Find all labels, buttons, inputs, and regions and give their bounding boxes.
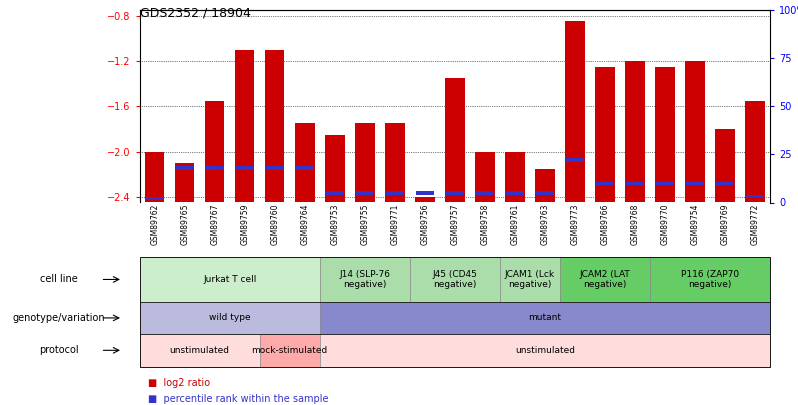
Bar [325,134,345,202]
Bar [715,129,735,202]
Text: genotype/variation: genotype/variation [12,313,105,323]
Bar [686,181,704,185]
Bar [746,195,764,198]
Text: unstimulated: unstimulated [515,346,575,355]
Bar [146,197,164,200]
Text: ■  log2 ratio: ■ log2 ratio [148,378,210,388]
Text: unstimulated: unstimulated [170,346,230,355]
Bar [386,191,404,195]
Bar [476,191,494,195]
Text: P116 (ZAP70
negative): P116 (ZAP70 negative) [681,270,739,289]
Bar [717,181,734,185]
Text: J45 (CD45
negative): J45 (CD45 negative) [433,270,477,289]
Bar [505,151,524,202]
Bar [416,191,433,195]
Bar [745,101,764,202]
Text: JCAM1 (Lck
negative): JCAM1 (Lck negative) [505,270,555,289]
Bar [595,67,614,202]
Bar [236,166,254,170]
Bar [206,166,223,170]
Bar [356,191,373,195]
Bar [506,191,523,195]
Bar [326,191,344,195]
Bar [355,123,374,202]
Bar [536,191,554,195]
Bar [446,191,464,195]
Bar [656,181,674,185]
Text: wild type: wild type [209,313,251,322]
Bar [175,163,195,202]
Text: protocol: protocol [39,345,78,355]
Bar [445,78,464,202]
Bar [385,123,405,202]
Text: JCAM2 (LAT
negative): JCAM2 (LAT negative) [579,270,630,289]
Bar [266,166,283,170]
Bar [565,21,585,202]
Bar [685,61,705,202]
Bar [265,50,285,202]
Bar [626,181,644,185]
Text: mutant: mutant [528,313,562,322]
Bar [145,151,164,202]
Bar [235,50,255,202]
Bar [566,158,583,162]
Bar [475,151,495,202]
Bar [415,197,435,202]
Text: J14 (SLP-76
negative): J14 (SLP-76 negative) [339,270,390,289]
Bar [295,123,314,202]
Text: GDS2352 / 18904: GDS2352 / 18904 [140,6,251,19]
Text: mock-stimulated: mock-stimulated [251,346,328,355]
Text: ■  percentile rank within the sample: ■ percentile rank within the sample [148,394,328,404]
Text: cell line: cell line [40,275,77,284]
Bar [535,168,555,202]
Bar [205,101,224,202]
Bar [296,166,314,170]
Bar [625,61,645,202]
Bar [176,166,193,170]
Bar [596,181,614,185]
Bar [655,67,675,202]
Text: Jurkat T cell: Jurkat T cell [203,275,256,284]
